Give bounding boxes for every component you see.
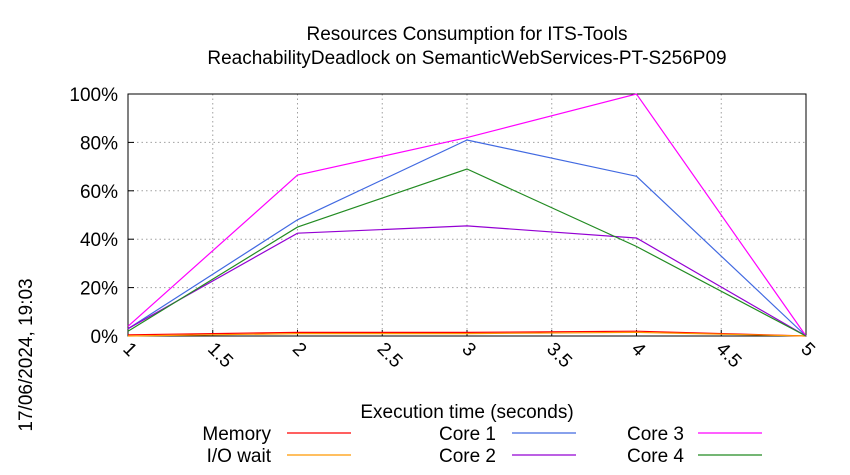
grid-layer [127,93,807,337]
series-line-core-4 [127,168,807,337]
chart-title-line-2: ReachabilityDeadlock on SemanticWebServi… [207,48,726,69]
x-tick-labels: 1 1.5 2 2.5 3 3.5 4 4.5 5 [118,339,818,373]
x-tick-label: 2 [288,339,310,361]
y-tick-labels: 0% 20% 40% 60% 80% 100% [69,85,118,348]
series-line-core-3 [127,93,807,337]
x-tick-label: 1.5 [203,339,237,373]
x-tick-label: 4.5 [712,339,746,373]
legend-label: Core 4 [627,446,684,467]
x-tick-label: 2.5 [373,339,407,373]
x-axis-label: Execution time (seconds) [360,402,573,423]
x-tick-label: 3 [457,339,479,361]
plot-frame [127,93,807,337]
series-line-core-2 [127,225,807,337]
x-tick-label: 1 [118,339,140,361]
legend-label: Core 1 [439,424,496,445]
legend-label: Core 3 [627,424,684,445]
timestamp-label: 17/06/2024, 19:03 [16,278,37,431]
series-layer [127,93,807,337]
y-tick-label: 20% [80,279,118,300]
series-line-memory [127,330,807,337]
y-tick-label: 0% [91,327,119,348]
legend-label: Core 2 [439,446,496,467]
x-tick-label: 5 [796,339,818,361]
x-tick-label: 4 [627,339,650,362]
y-tick-label: 40% [80,230,118,251]
y-tick-label: 80% [80,133,118,154]
legend-label: I/O wait [207,446,272,467]
x-tick-label: 3.5 [542,339,576,373]
y-tick-label: 100% [69,85,118,106]
series-line-core-1 [127,139,807,337]
legend-label: Memory [202,424,271,445]
y-tick-label: 60% [80,182,118,203]
chart-title-line-1: Resources Consumption for ITS-Tools [306,24,627,45]
series-line-i-o-wait [127,331,807,337]
